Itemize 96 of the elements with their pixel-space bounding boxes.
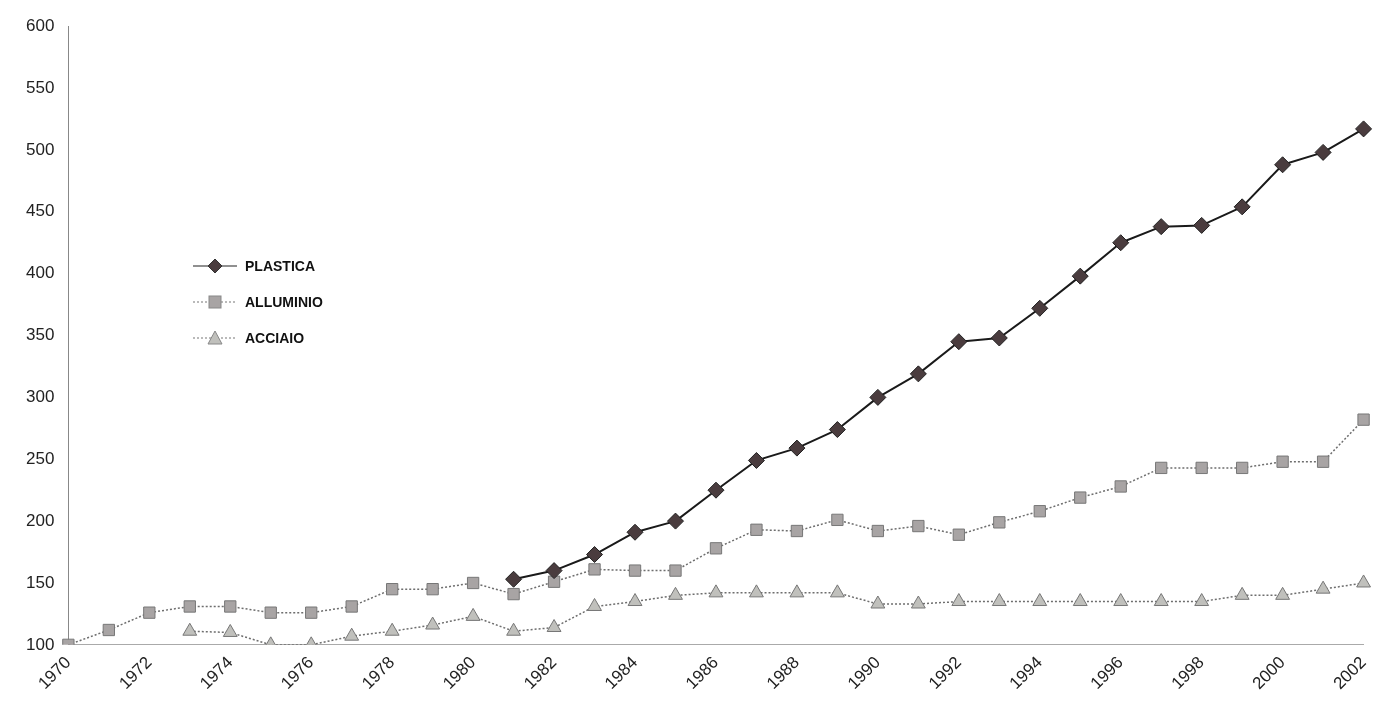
point <box>466 576 480 590</box>
point <box>386 583 399 596</box>
point <box>546 619 562 633</box>
point <box>547 575 561 588</box>
point <box>1112 234 1130 252</box>
point <box>993 516 1006 529</box>
legend-label: ALLUMINIO <box>245 294 323 310</box>
y-tick-label: 300 <box>25 387 55 407</box>
point <box>669 564 682 577</box>
point <box>305 606 318 619</box>
point <box>870 595 886 609</box>
point <box>1155 461 1168 475</box>
point <box>345 600 358 613</box>
point <box>951 593 967 607</box>
point <box>1314 143 1332 161</box>
legend-label: PLASTICA <box>245 258 315 274</box>
point <box>990 329 1008 347</box>
point <box>789 584 805 598</box>
point <box>426 583 439 596</box>
point <box>264 606 277 619</box>
point <box>1355 120 1373 138</box>
point <box>871 524 885 538</box>
point <box>1234 586 1250 600</box>
point <box>1114 480 1127 493</box>
y-tick-label: 350 <box>25 325 55 345</box>
legend-label: ACCIAIO <box>245 330 305 346</box>
point <box>910 595 926 609</box>
y-tick-label: 200 <box>25 510 55 530</box>
point <box>831 513 844 527</box>
point <box>1074 491 1087 504</box>
point <box>507 587 520 601</box>
point <box>224 600 237 613</box>
point <box>909 365 927 383</box>
point <box>829 584 845 598</box>
point <box>1356 574 1371 588</box>
point <box>222 623 238 637</box>
point <box>1033 505 1046 518</box>
point <box>1316 455 1330 468</box>
point <box>869 388 887 406</box>
y-tick-label: 550 <box>25 77 55 97</box>
y-tick-label: 600 <box>25 15 55 35</box>
point <box>1194 593 1210 607</box>
point <box>749 584 764 598</box>
point <box>950 333 968 351</box>
point <box>425 616 441 630</box>
point <box>788 439 806 457</box>
point <box>588 563 601 576</box>
point <box>587 597 602 611</box>
point <box>1071 267 1089 285</box>
point <box>750 523 763 536</box>
point <box>586 546 604 564</box>
point <box>991 593 1007 607</box>
point <box>747 451 765 469</box>
point <box>183 600 196 613</box>
point <box>143 606 156 619</box>
point <box>182 622 198 636</box>
point <box>668 586 683 600</box>
point <box>828 421 846 439</box>
point <box>506 622 522 636</box>
point <box>1072 593 1088 607</box>
point <box>1235 461 1249 475</box>
point <box>627 593 643 607</box>
point <box>628 564 642 577</box>
y-tick-label: 150 <box>25 572 55 592</box>
point <box>626 523 644 541</box>
y-tick-label: 500 <box>25 139 55 159</box>
point <box>912 519 925 533</box>
point <box>1032 593 1048 607</box>
point <box>1315 580 1331 594</box>
point <box>1233 198 1251 216</box>
point <box>1357 413 1370 426</box>
point <box>952 528 965 541</box>
point <box>545 562 563 580</box>
y-tick-label: 100 <box>25 634 55 654</box>
point <box>1031 299 1049 317</box>
point <box>1275 586 1291 600</box>
point <box>1193 216 1211 234</box>
point <box>1274 156 1292 174</box>
point <box>708 584 724 598</box>
point <box>1276 455 1289 468</box>
point <box>1153 593 1169 607</box>
point <box>707 481 725 499</box>
point <box>709 542 723 555</box>
point <box>465 607 481 621</box>
point <box>790 524 804 538</box>
point <box>505 570 523 588</box>
point <box>1113 593 1129 607</box>
point <box>666 512 684 530</box>
point <box>102 623 115 637</box>
y-tick-label: 400 <box>25 263 55 283</box>
point <box>1195 461 1208 475</box>
y-tick-label: 250 <box>25 448 55 468</box>
point <box>344 627 360 641</box>
y-tick-label: 450 <box>25 201 55 221</box>
point <box>384 622 400 636</box>
point <box>1152 218 1170 236</box>
